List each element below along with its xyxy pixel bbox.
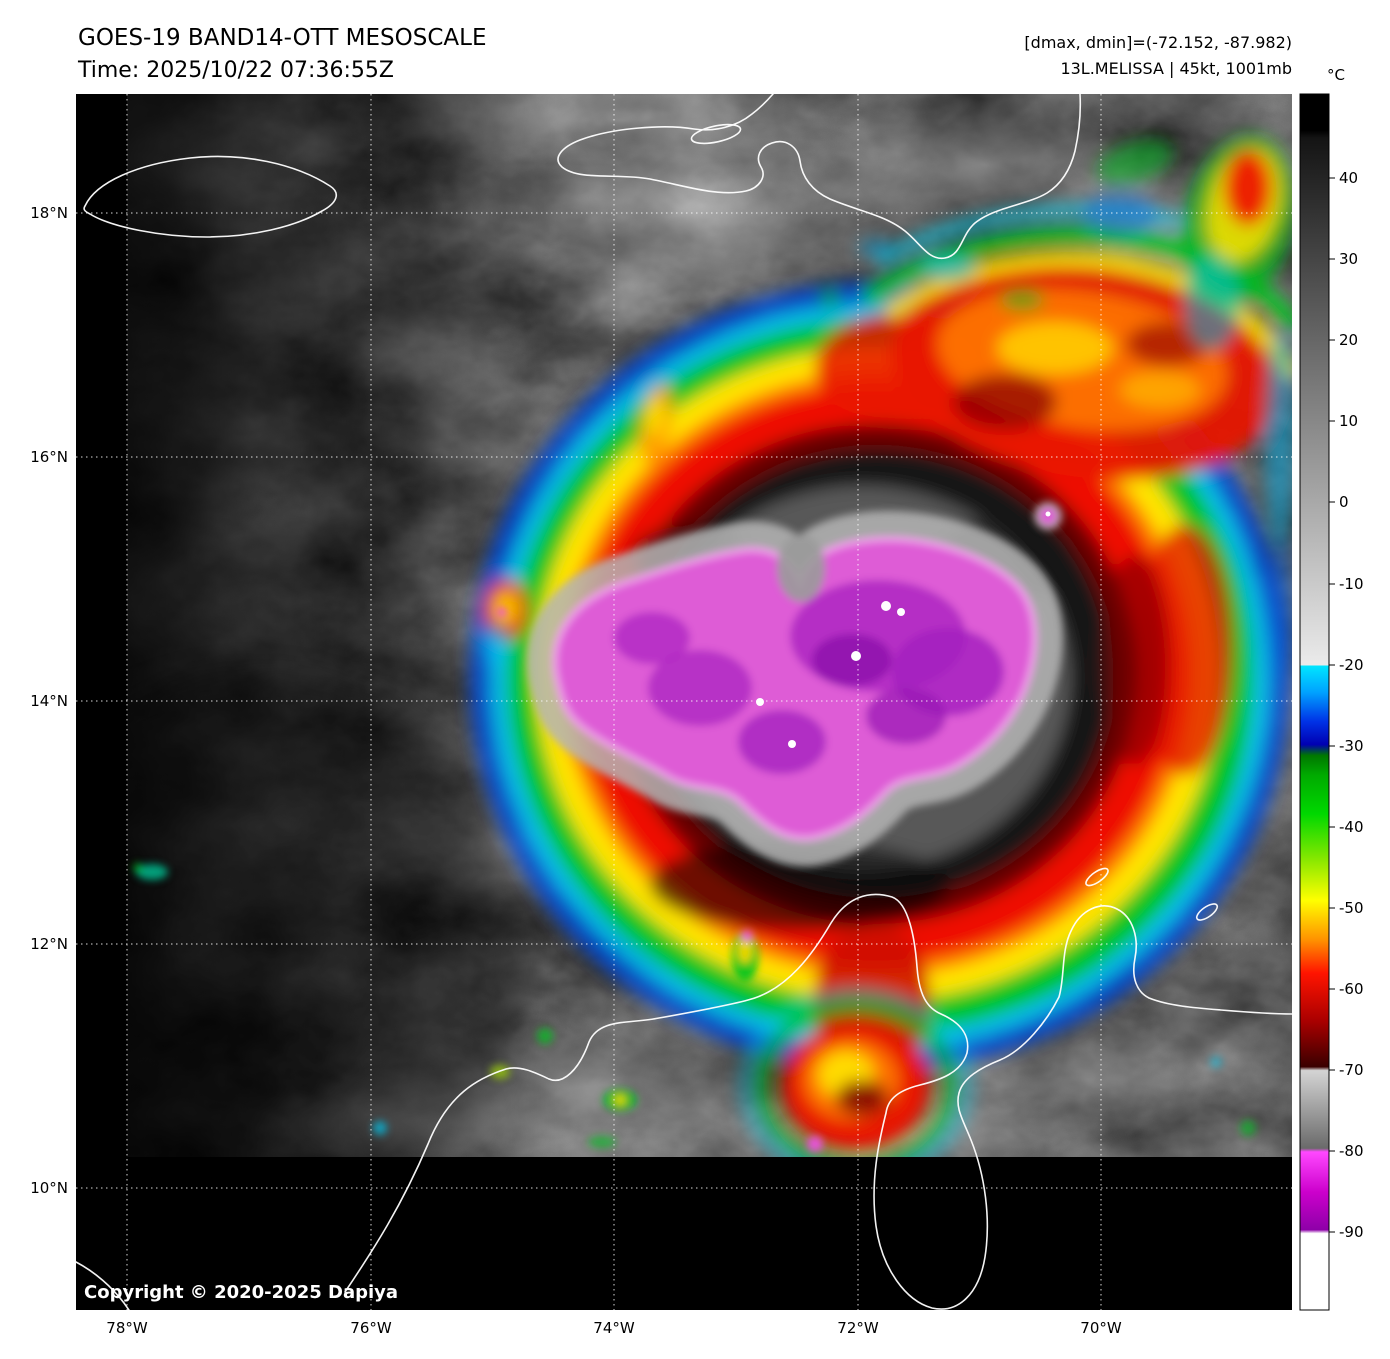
coastline-panama: [75, 1261, 137, 1322]
lat-label-18n: 18°N: [30, 204, 68, 222]
dmax-dmin-readout: [dmax, dmin]=(-72.152, -87.982): [1024, 33, 1292, 52]
colorbar-tick-label: -30: [1339, 737, 1364, 755]
storm-info: 13L.MELISSA | 45kt, 1001mb: [1060, 59, 1292, 78]
coastline-gonave: [690, 123, 742, 145]
colorbar-tick-labels: 40 30 20 10 0 -10 -20 -30 -40 -50 -60 -7…: [1339, 169, 1364, 1241]
page-title: GOES-19 BAND14-OTT MESOSCALE: [78, 25, 487, 51]
colorbar-tick-label: 0: [1339, 493, 1349, 511]
colorbar-tick-label: 10: [1339, 412, 1358, 430]
coastline-hispaniola: [557, 93, 1082, 260]
timestamp: Time: 2025/10/22 07:36:55Z: [77, 58, 394, 83]
colorbar-tick-label: -80: [1339, 1142, 1364, 1160]
colorbar-tick-label: 30: [1339, 250, 1358, 268]
colorbar-tick-label: -50: [1339, 899, 1364, 917]
colorbar-tick-label: -60: [1339, 980, 1364, 998]
lon-label-70w: 70°W: [1080, 1319, 1122, 1337]
colorbar-tick-label: -70: [1339, 1061, 1364, 1079]
colorbar: 40 30 20 10 0 -10 -20 -30 -40 -50 -60 -7…: [1299, 93, 1364, 1311]
lon-axis: 78°W 76°W 74°W 72°W 70°W: [106, 1319, 1122, 1337]
colorbar-tick-label: 20: [1339, 331, 1358, 349]
coastline-curacao: [1195, 903, 1219, 921]
colorbar-gradient: [1299, 93, 1330, 1311]
lon-label-78w: 78°W: [106, 1319, 148, 1337]
coastline-south-america: [344, 893, 1293, 1310]
coastline-jamaica: [83, 155, 338, 238]
map-plot: Copyright © 2020-2025 Dapiya: [75, 93, 1293, 1322]
colorbar-tick-label: -90: [1339, 1223, 1364, 1241]
lat-axis: 18°N 16°N 14°N 12°N 10°N: [30, 204, 68, 1197]
colorbar-tick-label: -10: [1339, 575, 1364, 593]
lon-label-74w: 74°W: [593, 1319, 635, 1337]
coastline-aruba: [1085, 867, 1109, 887]
colorbar-ticks: [1329, 177, 1335, 1233]
lat-label-16n: 16°N: [30, 448, 68, 466]
colorbar-tick-label: 40: [1339, 169, 1358, 187]
coldest-tops: [756, 511, 1051, 748]
lat-label-10n: 10°N: [30, 1179, 68, 1197]
lon-label-76w: 76°W: [350, 1319, 392, 1337]
copyright-watermark: Copyright © 2020-2025 Dapiya: [84, 1282, 398, 1303]
satellite-imagery: [127, 94, 1292, 1157]
colorbar-tick-label: -40: [1339, 818, 1364, 836]
cold-core-art: [133, 502, 1256, 1152]
colorbar-tick-label: -20: [1339, 656, 1364, 674]
coastlines: [75, 93, 1293, 1322]
lon-label-72w: 72°W: [837, 1319, 879, 1337]
lat-label-14n: 14°N: [30, 692, 68, 710]
lat-label-12n: 12°N: [30, 935, 68, 953]
colorbar-unit-label: °C: [1327, 66, 1345, 84]
